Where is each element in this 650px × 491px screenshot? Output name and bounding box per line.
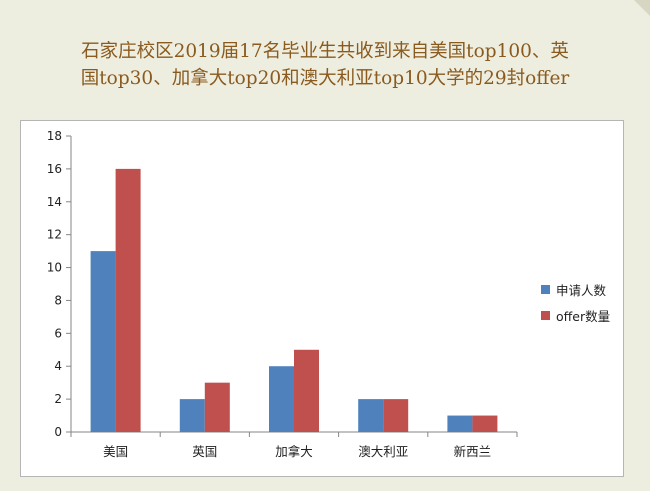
legend-swatch-applicants — [541, 284, 550, 294]
y-tick-label: 6 — [54, 326, 62, 340]
bar-series-1 — [358, 399, 384, 432]
slide-title: 石家庄校区2019届17名毕业生共收到来自美国top100、英 国top30、加… — [20, 38, 630, 92]
bar-series-2 — [383, 399, 409, 432]
bar-series-1 — [179, 399, 205, 432]
y-tick-label: 10 — [47, 261, 62, 275]
bar-series-1 — [269, 366, 294, 432]
bar-series-2 — [115, 168, 141, 432]
bar-chart: 0 2 4 6 8 10 12 14 16 18 美国 英国 加拿大 澳大利亚 新西兰 — [47, 129, 518, 459]
y-tick-label: 12 — [47, 228, 62, 242]
y-tick-label: 0 — [54, 425, 62, 439]
chart-container: 0 2 4 6 8 10 12 14 16 18 美国 英国 加拿大 澳大利亚 新西兰 申请人数 offe… — [20, 120, 624, 477]
y-axis: 0 2 4 6 8 10 12 14 16 18 — [47, 129, 72, 439]
y-tick-label: 18 — [47, 129, 62, 143]
x-tick-label: 英国 — [192, 444, 217, 459]
slide-title-line-1: 石家庄校区2019届17名毕业生共收到来自美国top100、英 — [81, 41, 569, 62]
legend-swatch-offers — [541, 310, 550, 320]
legend-label-applicants: 申请人数 — [556, 282, 607, 298]
legend-item-offers: offer数量 — [541, 305, 610, 325]
bar-series-1 — [90, 251, 116, 432]
y-tick-label: 4 — [54, 359, 62, 373]
x-tick-label: 美国 — [103, 444, 128, 459]
bar-series-2 — [204, 382, 230, 432]
bars — [90, 168, 498, 432]
y-tick-label: 8 — [54, 293, 62, 307]
x-axis: 美国 英国 加拿大 澳大利亚 新西兰 — [70, 431, 518, 459]
bar-series-1 — [447, 415, 473, 432]
bar-series-2 — [294, 349, 319, 432]
x-tick-label: 澳大利亚 — [358, 444, 408, 459]
legend-item-applicants: 申请人数 — [541, 279, 610, 299]
legend-label-offers: offer数量 — [556, 308, 611, 324]
bar-series-2 — [472, 415, 498, 432]
chart-legend: 申请人数 offer数量 — [541, 279, 610, 331]
page-corner-fold — [634, 0, 650, 16]
y-tick-label: 14 — [47, 195, 62, 209]
x-tick-label: 加拿大 — [275, 444, 313, 459]
slide-title-line-2: 国top30、加拿大top20和澳大利亚top10大学的29封offer — [80, 68, 570, 89]
y-tick-label: 2 — [54, 392, 62, 406]
x-tick-label: 新西兰 — [454, 444, 492, 459]
y-tick-label: 16 — [47, 162, 62, 176]
